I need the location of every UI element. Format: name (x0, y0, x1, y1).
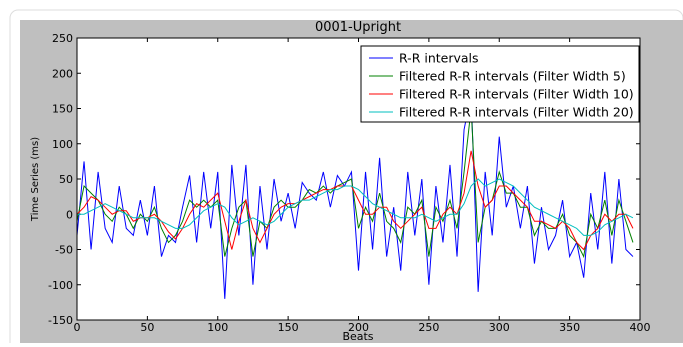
y-axis-label: Time Series (ms) (30, 137, 41, 222)
y-tick-label: -50 (55, 244, 73, 257)
y-tick-label: 200 (52, 67, 73, 80)
series-line (77, 94, 634, 299)
x-tick-label: 50 (140, 321, 154, 334)
series-line (77, 150, 634, 251)
x-tick-label: 400 (630, 321, 651, 334)
series-line (77, 178, 634, 236)
legend-label: Filtered R-R intervals (Filter Width 10) (399, 87, 634, 102)
legend-label: R-R intervals (399, 51, 479, 66)
y-tick-label: 250 (52, 32, 73, 45)
y-tick-label: 150 (52, 103, 73, 116)
x-tick-label: 350 (559, 321, 580, 334)
legend-label: Filtered R-R intervals (Filter Width 20) (399, 105, 634, 120)
x-tick-label: 200 (348, 321, 369, 334)
chart-title: 0001-Upright (315, 20, 401, 35)
x-tick-label: 100 (207, 321, 228, 334)
legend-label: Filtered R-R intervals (Filter Width 5) (399, 69, 626, 84)
x-tick-label: 150 (278, 321, 299, 334)
x-tick-label: 300 (489, 321, 510, 334)
y-tick-label: 100 (52, 138, 73, 151)
x-tick-label: 0 (74, 321, 81, 334)
y-tick-label: 0 (66, 208, 73, 221)
plot-frame (76, 37, 641, 321)
series-group (77, 94, 634, 299)
y-tick-label: -150 (48, 314, 73, 327)
y-tick-label: 50 (59, 173, 73, 186)
series-line (77, 108, 634, 259)
y-tick-label: -100 (48, 279, 73, 292)
x-tick-label: 250 (418, 321, 439, 334)
legend-box (360, 45, 640, 123)
x-axis-label: Beats (342, 330, 373, 343)
